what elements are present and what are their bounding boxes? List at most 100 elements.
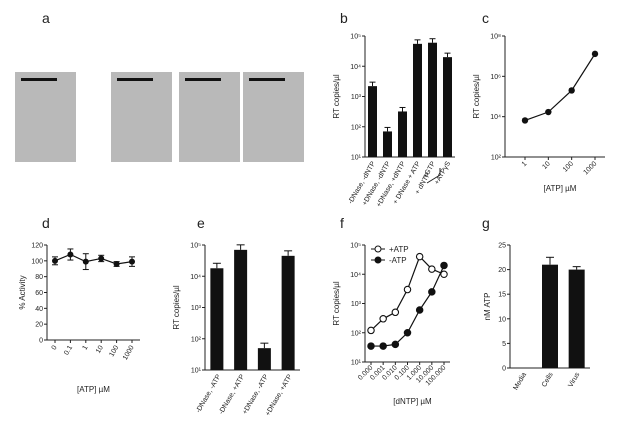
y-axis-label-d: % Activity <box>18 275 27 309</box>
scale-bar <box>21 78 57 81</box>
x-axis-label-d: [ATP] µM <box>77 385 110 394</box>
y-tick-label-f: 10⁵ <box>350 243 361 250</box>
y-tick-label-e: 10⁵ <box>190 243 201 250</box>
y-tick-label-d: 120 <box>31 243 43 250</box>
data-point-c <box>521 117 529 124</box>
panel-label-d: d <box>42 215 50 231</box>
data-point-f <box>367 326 375 335</box>
y-tick-label-f: 10³ <box>351 301 362 308</box>
data-point-f <box>440 261 448 270</box>
data-point-d <box>52 257 58 264</box>
data-point-d <box>113 261 120 267</box>
legend-marker-f <box>374 245 382 253</box>
y-axis-label-c: RT copies/µl <box>472 74 481 119</box>
x-tick-label-d: 0.1 <box>63 344 74 356</box>
y-tick-label-f: 10⁴ <box>350 272 361 279</box>
data-point-f <box>403 285 412 294</box>
y-axis-label-b: RT copies/µl <box>332 74 341 119</box>
x-tick-label-g: Virus <box>567 371 581 389</box>
data-point-d <box>67 251 74 258</box>
scale-bar <box>185 78 221 81</box>
bar-g <box>568 269 585 368</box>
x-tick-label-e: -DNase, -ATP <box>195 373 223 414</box>
data-point-f <box>379 315 387 323</box>
y-tick-label-b: 10³ <box>351 94 362 101</box>
legend-marker-f <box>374 256 382 264</box>
x-tick-label-e: +DNase, +ATP <box>265 373 295 417</box>
y-tick-label-b: 10² <box>351 124 362 131</box>
y-tick-label-b: 10⁵ <box>350 34 361 41</box>
y-tick-label-g: 5 <box>502 341 506 348</box>
y-tick-label-f: 10² <box>351 330 362 337</box>
x-axis-label-f: [dNTP] µM <box>393 397 432 406</box>
y-axis-label-e: RT copies/µl <box>172 285 181 330</box>
data-point-f <box>428 265 436 273</box>
y-axis-label-f: RT copies/µl <box>332 281 341 326</box>
data-point-f <box>415 252 424 261</box>
data-point-f <box>428 288 436 296</box>
data-point-f <box>391 340 400 349</box>
bar-g <box>542 264 558 368</box>
y-tick-label-g: 10 <box>498 316 506 323</box>
y-tick-label-g: 25 <box>498 243 506 250</box>
bar-e <box>234 249 248 370</box>
x-tick-label-c: 1000 <box>582 160 598 176</box>
x-tick-label-d: 100 <box>108 344 120 358</box>
y-tick-label-b: 10⁴ <box>350 64 361 71</box>
bar-b <box>413 43 422 157</box>
y-tick-label-d: 0 <box>39 338 43 345</box>
data-point-f <box>367 342 375 350</box>
bar-e <box>257 348 271 370</box>
data-point-f <box>391 308 400 317</box>
micrograph-3 <box>179 72 240 162</box>
data-point-c <box>545 108 552 116</box>
x-axis-label-c: [ATP] µM <box>544 184 577 193</box>
y-tick-label-e: 10⁴ <box>190 274 201 281</box>
y-tick-label-e: 10² <box>191 336 202 343</box>
y-tick-label-c: 10² <box>491 155 502 162</box>
bar-b <box>383 131 392 157</box>
legend-label-f: -ATP <box>389 256 407 265</box>
x-tick-label-c: 100 <box>562 160 575 173</box>
y-tick-label-b: 10¹ <box>351 155 362 162</box>
data-point-f <box>440 270 448 278</box>
y-tick-label-e: 10³ <box>191 305 202 312</box>
data-point-c <box>568 87 575 94</box>
y-tick-label-g: 20 <box>498 267 506 274</box>
panel-label-f: f <box>340 215 344 231</box>
x-tick-label-c: 1 <box>521 160 529 168</box>
panel-label-g: g <box>482 215 490 231</box>
y-tick-label-c: 10⁸ <box>490 34 501 41</box>
bar-e <box>281 255 295 370</box>
data-point-f <box>415 306 424 314</box>
y-axis-label-g: nM ATP <box>483 293 492 321</box>
data-point-d <box>129 258 135 265</box>
y-tick-label-e: 10¹ <box>191 368 202 375</box>
panel-label-c: c <box>482 10 489 26</box>
y-tick-label-d: 80 <box>35 274 43 281</box>
micrograph-1 <box>15 72 76 162</box>
x-tick-label-g: Media <box>512 371 528 391</box>
bar-b <box>443 57 452 157</box>
x-tick-label-c: 10 <box>541 160 552 171</box>
bar-e <box>210 268 224 370</box>
y-tick-label-c: 10⁶ <box>490 74 501 81</box>
y-tick-label-d: 20 <box>35 322 43 329</box>
y-tick-label-d: 40 <box>35 306 43 313</box>
data-point-f <box>379 342 387 350</box>
y-tick-label-d: 100 <box>31 258 43 265</box>
y-tick-label-g: 15 <box>498 292 506 299</box>
y-tick-label-g: 0 <box>502 366 506 373</box>
panel-label-e: e <box>197 215 205 231</box>
legend-label-f: +ATP <box>389 245 409 254</box>
x-tick-label-d: 1 <box>82 344 90 351</box>
bar-b <box>398 111 407 157</box>
data-point-c <box>591 50 599 58</box>
bar-b <box>368 86 377 157</box>
data-point-d <box>98 255 105 262</box>
bar-b <box>428 42 437 158</box>
scale-bar <box>117 78 153 81</box>
x-tick-label-g: Cells <box>541 371 555 388</box>
x-tick-label-b: +GTP <box>422 160 437 180</box>
